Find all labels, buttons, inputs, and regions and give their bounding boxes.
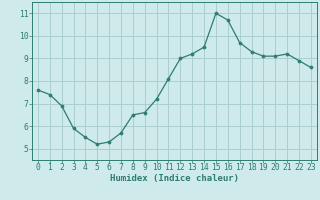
X-axis label: Humidex (Indice chaleur): Humidex (Indice chaleur) [110,174,239,183]
